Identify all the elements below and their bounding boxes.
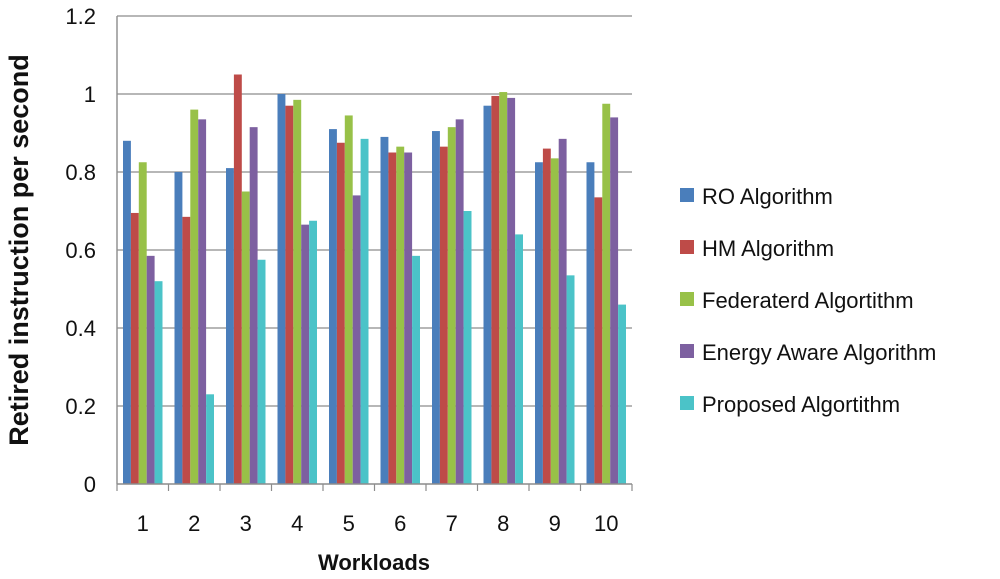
bar [182, 216, 191, 484]
bar [586, 162, 595, 484]
legend-swatch [680, 396, 694, 410]
legend-label: Federaterd Algortithm [702, 288, 914, 313]
legend-swatch [680, 344, 694, 358]
bar [138, 162, 147, 484]
x-tick-label: 4 [291, 511, 303, 536]
bar [404, 152, 413, 484]
bar [293, 99, 302, 484]
bar [226, 168, 234, 484]
bar [535, 162, 543, 484]
y-tick-label: 0.2 [65, 394, 96, 419]
bar [499, 92, 508, 485]
bar [455, 119, 464, 484]
bar [190, 109, 199, 484]
bar [507, 97, 516, 485]
y-tick-label: 1.2 [65, 4, 96, 29]
legend-label: Energy Aware Algorithm [702, 340, 936, 365]
bar [277, 94, 286, 484]
x-tick-label: 1 [137, 511, 149, 536]
bar [146, 255, 155, 484]
legend-label: Proposed Algortithm [702, 392, 900, 417]
bar [602, 103, 611, 484]
bar [463, 211, 472, 484]
bar [447, 127, 456, 485]
bar [301, 224, 310, 484]
bar [344, 115, 353, 484]
bar [309, 220, 317, 484]
bars [123, 74, 626, 485]
bar [566, 275, 575, 484]
bar [396, 146, 405, 484]
bar [515, 234, 523, 484]
bar [432, 131, 440, 485]
legend-swatch [680, 240, 694, 254]
legend-label: RO Algorithm [702, 184, 833, 209]
bar [610, 117, 619, 485]
legend-label: HM Algorithm [702, 236, 834, 261]
bar [439, 146, 448, 484]
bar [483, 105, 492, 484]
x-tick-label: 10 [594, 511, 618, 536]
y-tick-label: 0.6 [65, 238, 96, 263]
bar [491, 95, 500, 484]
bar [154, 281, 163, 484]
x-tick-label: 6 [394, 511, 406, 536]
bar [233, 74, 242, 484]
bar [249, 127, 258, 485]
legend-swatch [680, 292, 694, 306]
bar [360, 138, 369, 484]
bar [241, 191, 250, 484]
y-tick-label: 1 [84, 82, 96, 107]
bar [336, 142, 345, 484]
legend-swatch [680, 188, 694, 202]
bar [257, 259, 266, 484]
bar [174, 172, 183, 484]
bar [352, 195, 361, 484]
bar [412, 255, 420, 484]
bar [558, 138, 567, 484]
bar [123, 140, 131, 485]
x-tick-label: 8 [497, 511, 509, 536]
y-tick-labels: 0 0.2 0.4 0.6 0.8 1 1.2 [65, 4, 96, 497]
y-axis-title: Retired instruction per second [4, 54, 34, 446]
bar [618, 304, 626, 484]
x-tick-labels: 1 2 3 4 5 6 7 8 9 10 [137, 511, 619, 536]
bar [388, 152, 397, 484]
legend: RO Algorithm HM Algorithm Federaterd Algor… [680, 184, 936, 417]
x-tick-label: 2 [188, 511, 200, 536]
x-tick-label: 3 [240, 511, 252, 536]
bar [594, 197, 603, 484]
x-tick-label: 9 [549, 511, 561, 536]
x-axis-title: Workloads [318, 550, 430, 575]
y-tick-label: 0.4 [65, 316, 96, 341]
y-tick-label: 0 [84, 472, 96, 497]
bar [285, 105, 294, 484]
bar [380, 136, 389, 484]
x-tick-label: 5 [343, 511, 355, 536]
y-tick-label: 0.8 [65, 160, 96, 185]
bar [542, 148, 551, 484]
bar [198, 119, 207, 484]
axes [116, 16, 633, 491]
bar [329, 129, 337, 484]
bar [550, 158, 559, 484]
bar [206, 394, 214, 484]
x-tick-label: 7 [446, 511, 458, 536]
bar [130, 212, 139, 484]
